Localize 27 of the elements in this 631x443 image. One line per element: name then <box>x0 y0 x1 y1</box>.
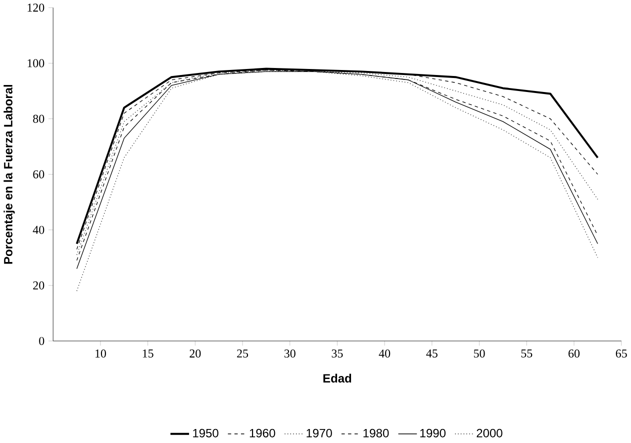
x-tick-label: 10 <box>96 349 106 358</box>
legend-label: 1970 <box>306 428 332 438</box>
y-tick-label: 80 <box>33 114 44 123</box>
y-tick-label: 40 <box>32 226 44 234</box>
x-tick-label: 50 <box>474 349 485 358</box>
x-tick-label: 65 <box>616 349 627 358</box>
y-tick-label: 0 <box>39 336 44 345</box>
x-tick-label: 45 <box>426 349 438 358</box>
legend-label: 2000 <box>476 428 502 438</box>
legend-label: 1960 <box>250 428 276 438</box>
y-tick-label: 20 <box>33 281 44 290</box>
x-tick-label: 20 <box>190 349 201 358</box>
x-tick-label: 55 <box>521 349 532 358</box>
x-tick-label: 60 <box>568 349 580 358</box>
y-tick-label: 60 <box>33 170 44 178</box>
x-tick-label: 30 <box>284 349 296 358</box>
y-tick-label: 100 <box>28 59 44 68</box>
x-tick-label: 15 <box>142 349 154 358</box>
legend-label: 1990 <box>420 428 446 438</box>
x-tick-label: 35 <box>332 349 343 358</box>
y-tick-label: 120 <box>28 4 44 12</box>
legend-label: 1950 <box>193 428 218 438</box>
x-tick-label: 40 <box>378 349 390 358</box>
x-axis-title: Edad <box>323 374 352 382</box>
legend-label: 1980 <box>363 428 389 438</box>
y-axis-title: Porcentaje en la Fuerza Laboral <box>4 84 15 264</box>
x-tick-label: 25 <box>237 349 248 358</box>
